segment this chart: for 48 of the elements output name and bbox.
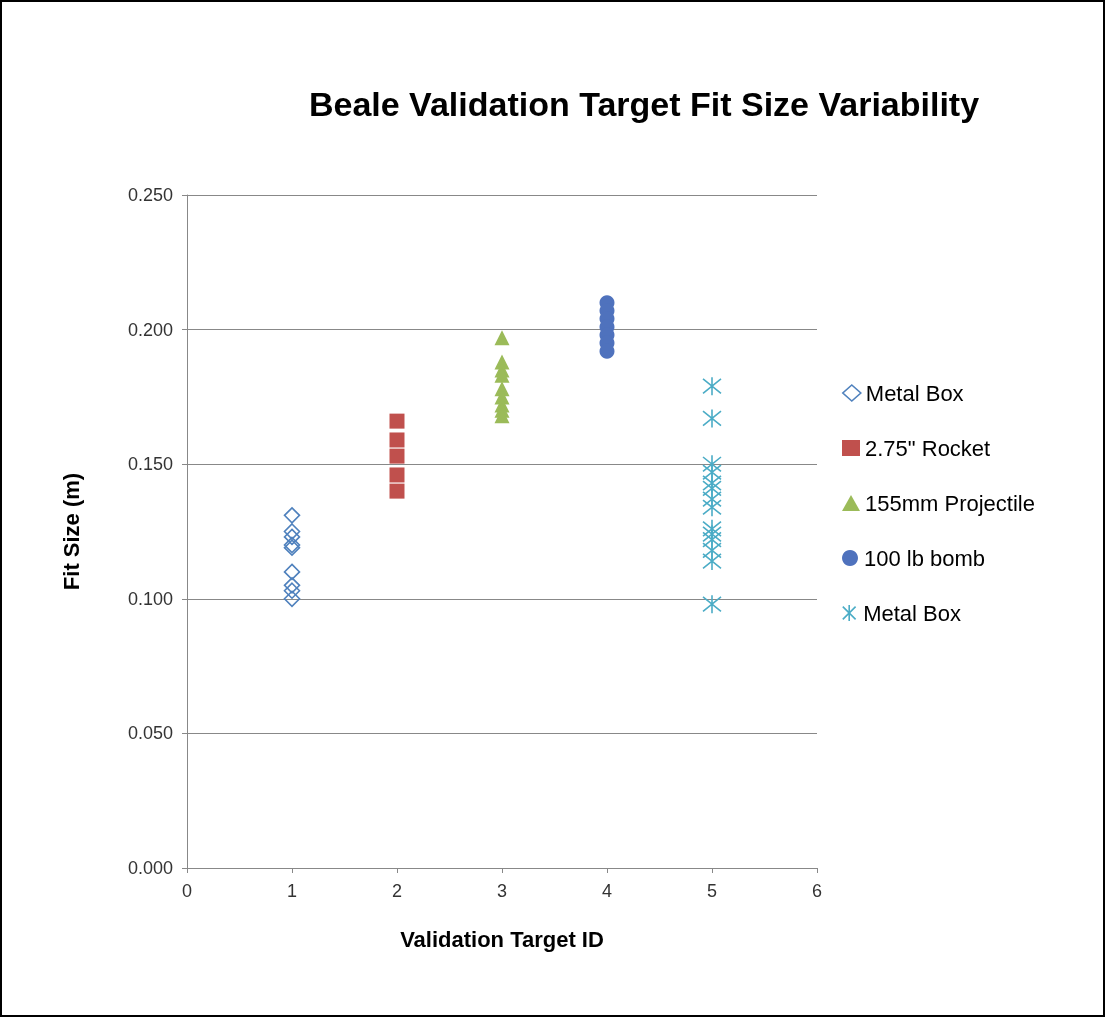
legend-label: 155mm Projectile (865, 490, 1035, 516)
point (702, 473, 722, 493)
point (702, 497, 722, 518)
point (389, 483, 405, 499)
point (702, 540, 722, 561)
point (702, 454, 722, 474)
point (389, 448, 405, 464)
x-tick-label: 0 (181, 881, 193, 901)
chart-title: Beale Validation Target Fit Size Variability (308, 85, 980, 123)
legend-label: 100 lb bomb (864, 545, 986, 571)
y-tick-label: 0.000 (127, 858, 173, 878)
x-tick-label: 2 (391, 881, 403, 901)
point (283, 577, 301, 594)
y-axis-title: Fit Size (m) (58, 472, 84, 591)
point (283, 582, 301, 600)
point (702, 519, 722, 539)
legend-label: Metal Box (865, 380, 964, 406)
point (283, 528, 301, 546)
point (389, 413, 405, 429)
x-tick-label: 4 (601, 881, 613, 901)
point (283, 563, 301, 581)
y-tick-label: 0.050 (127, 723, 173, 744)
point (702, 529, 722, 550)
point (702, 524, 722, 544)
x-tick-label: 1 (286, 881, 298, 901)
y-tick-label: 0.150 (127, 454, 173, 475)
x-tick-label: 5 (706, 881, 718, 901)
point (389, 467, 405, 483)
point (702, 489, 722, 509)
point (702, 408, 722, 429)
x-axis-title: Validation Target ID (400, 926, 604, 952)
point (283, 590, 301, 608)
point (494, 330, 510, 346)
point (702, 462, 722, 483)
legend-label: 2.75" Rocket (865, 435, 991, 461)
legend-label: Metal Box (863, 600, 962, 626)
y-tick-label: 0.200 (127, 319, 173, 340)
x-tick-label: 3 (496, 881, 508, 901)
point (283, 507, 301, 524)
point (283, 523, 301, 540)
point (702, 376, 722, 396)
point (702, 478, 722, 499)
x-tick-label: 6 (811, 881, 823, 901)
point (702, 594, 722, 614)
point (389, 432, 405, 448)
y-tick-label: 0.100 (127, 588, 173, 609)
point (702, 551, 722, 571)
y-tick-label: 0.250 (127, 185, 173, 205)
